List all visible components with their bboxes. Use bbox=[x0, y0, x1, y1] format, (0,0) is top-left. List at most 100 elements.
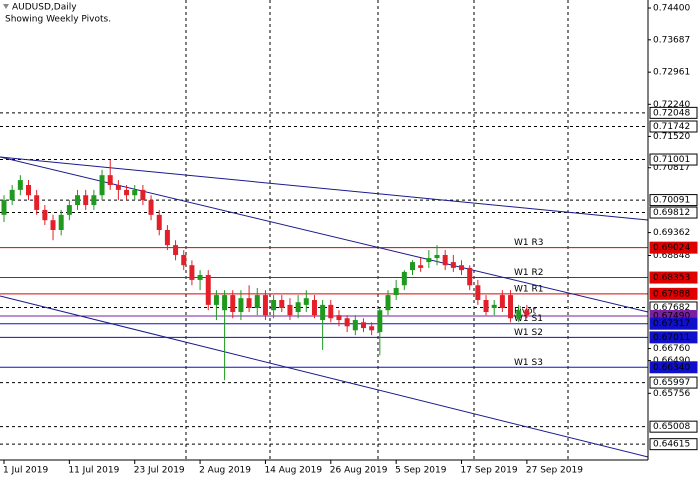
candle-body bbox=[222, 295, 228, 311]
x-tick-label: 2 Aug 2019 bbox=[199, 466, 251, 476]
chart-subtitle: Showing Weekly Pivots. bbox=[5, 15, 111, 25]
candle-body bbox=[336, 315, 342, 321]
candle-body bbox=[132, 189, 138, 196]
x-tick-label: 26 Aug 2019 bbox=[330, 466, 388, 476]
level-price-box bbox=[649, 106, 698, 119]
x-tick-label: 27 Sep 2019 bbox=[526, 466, 583, 476]
candle-body bbox=[434, 254, 440, 259]
y-tick-label: 0.72961 bbox=[653, 68, 690, 78]
candle-body bbox=[58, 214, 64, 230]
level-price-label: 0.71001 bbox=[653, 155, 690, 165]
y-tick-label: 0.66760 bbox=[653, 344, 690, 354]
level-price-label: 0.67011 bbox=[653, 333, 690, 343]
candle-body bbox=[99, 175, 105, 196]
trend-line bbox=[0, 156, 649, 221]
candle-body bbox=[524, 310, 530, 316]
candle-body bbox=[148, 200, 154, 215]
candle-body bbox=[124, 189, 130, 196]
level-price-label: 0.69024 bbox=[653, 243, 690, 253]
y-tick-label: 0.74400 bbox=[653, 4, 690, 14]
candle-body bbox=[197, 275, 203, 280]
candle-body bbox=[508, 295, 514, 319]
candle-body bbox=[459, 265, 465, 271]
level-price-label: 0.71742 bbox=[653, 122, 690, 132]
candle-body bbox=[205, 275, 211, 305]
candle-body bbox=[450, 262, 456, 268]
x-tick-label: 14 Aug 2019 bbox=[264, 466, 322, 476]
candle-body bbox=[385, 295, 391, 311]
level-name: W1 R2 bbox=[514, 268, 543, 278]
level-price-box bbox=[649, 361, 698, 374]
candle-body bbox=[75, 195, 81, 206]
level-price-label: 0.67682 bbox=[653, 303, 690, 313]
candle-body bbox=[262, 295, 268, 316]
candles bbox=[1, 160, 530, 381]
candle-body bbox=[91, 195, 97, 206]
level-price-box bbox=[649, 438, 698, 451]
level-price-label: 0.72048 bbox=[653, 108, 690, 118]
y-tick-label: 0.69362 bbox=[653, 228, 690, 238]
level-price-label: 0.69812 bbox=[653, 208, 690, 218]
level-name: W1 R3 bbox=[514, 238, 543, 248]
level-price-box bbox=[649, 331, 698, 344]
candle-body bbox=[34, 195, 40, 210]
candle-body bbox=[50, 220, 56, 230]
candle-body bbox=[303, 298, 309, 305]
level-price-label: 0.64615 bbox=[653, 440, 690, 450]
level-price-box bbox=[649, 317, 698, 330]
candle-body bbox=[369, 326, 375, 331]
y-tick-label: 0.68848 bbox=[653, 251, 690, 261]
candle-body bbox=[344, 318, 350, 327]
y-tick-label: 0.73687 bbox=[653, 35, 690, 45]
candle-body bbox=[173, 245, 179, 255]
x-tick-label: 11 Jul 2019 bbox=[68, 466, 119, 476]
level-price-box bbox=[649, 194, 698, 207]
level-price-box bbox=[649, 271, 698, 284]
level-price-label: 0.67988 bbox=[653, 289, 690, 299]
candle-body bbox=[156, 214, 162, 230]
candle-body bbox=[401, 271, 407, 286]
candle-body bbox=[83, 195, 89, 206]
level-price-label: 0.66340 bbox=[653, 363, 690, 373]
candle-body bbox=[483, 299, 489, 313]
candle-body bbox=[352, 320, 358, 331]
candle-body bbox=[115, 184, 121, 190]
candle-body bbox=[320, 304, 326, 321]
x-tick-label: 17 Sep 2019 bbox=[461, 466, 518, 476]
candle-body bbox=[328, 304, 334, 319]
level-price-label: 0.70091 bbox=[653, 196, 690, 206]
candle-body bbox=[140, 189, 146, 201]
level-price-label: 0.65008 bbox=[653, 422, 690, 432]
level-price-box bbox=[649, 153, 698, 166]
level-name: W1 S2 bbox=[514, 328, 543, 338]
level-price-box bbox=[649, 376, 698, 389]
candle-body bbox=[189, 265, 195, 280]
candle-body bbox=[491, 304, 497, 309]
candle-body bbox=[181, 254, 187, 266]
candle-body bbox=[499, 295, 505, 309]
chart-title: AUDUSD,Daily bbox=[12, 3, 77, 13]
trend-line bbox=[0, 295, 649, 458]
level-price-box bbox=[649, 420, 698, 433]
candle-body bbox=[26, 184, 32, 196]
level-price-label: 0.65997 bbox=[653, 378, 690, 388]
candle-body bbox=[475, 285, 481, 300]
candle-body bbox=[426, 258, 432, 263]
level-name: W1 R1 bbox=[514, 284, 543, 294]
y-tick-label: 0.72240 bbox=[653, 100, 690, 110]
level-price-label: 0.67490 bbox=[653, 312, 690, 322]
candle-body bbox=[377, 310, 383, 333]
time-grid bbox=[185, 0, 569, 460]
candle-body bbox=[467, 267, 473, 286]
candle-body bbox=[271, 299, 277, 311]
y-tick-label: 0.71520 bbox=[653, 132, 690, 142]
candle-body bbox=[107, 175, 113, 185]
header-icon bbox=[3, 4, 9, 9]
candle-body bbox=[230, 295, 236, 313]
level-price-box bbox=[649, 287, 698, 300]
y-tick-label: 0.66490 bbox=[653, 356, 690, 366]
candle-body bbox=[410, 262, 415, 271]
y-tick-label: 0.70817 bbox=[653, 163, 690, 173]
